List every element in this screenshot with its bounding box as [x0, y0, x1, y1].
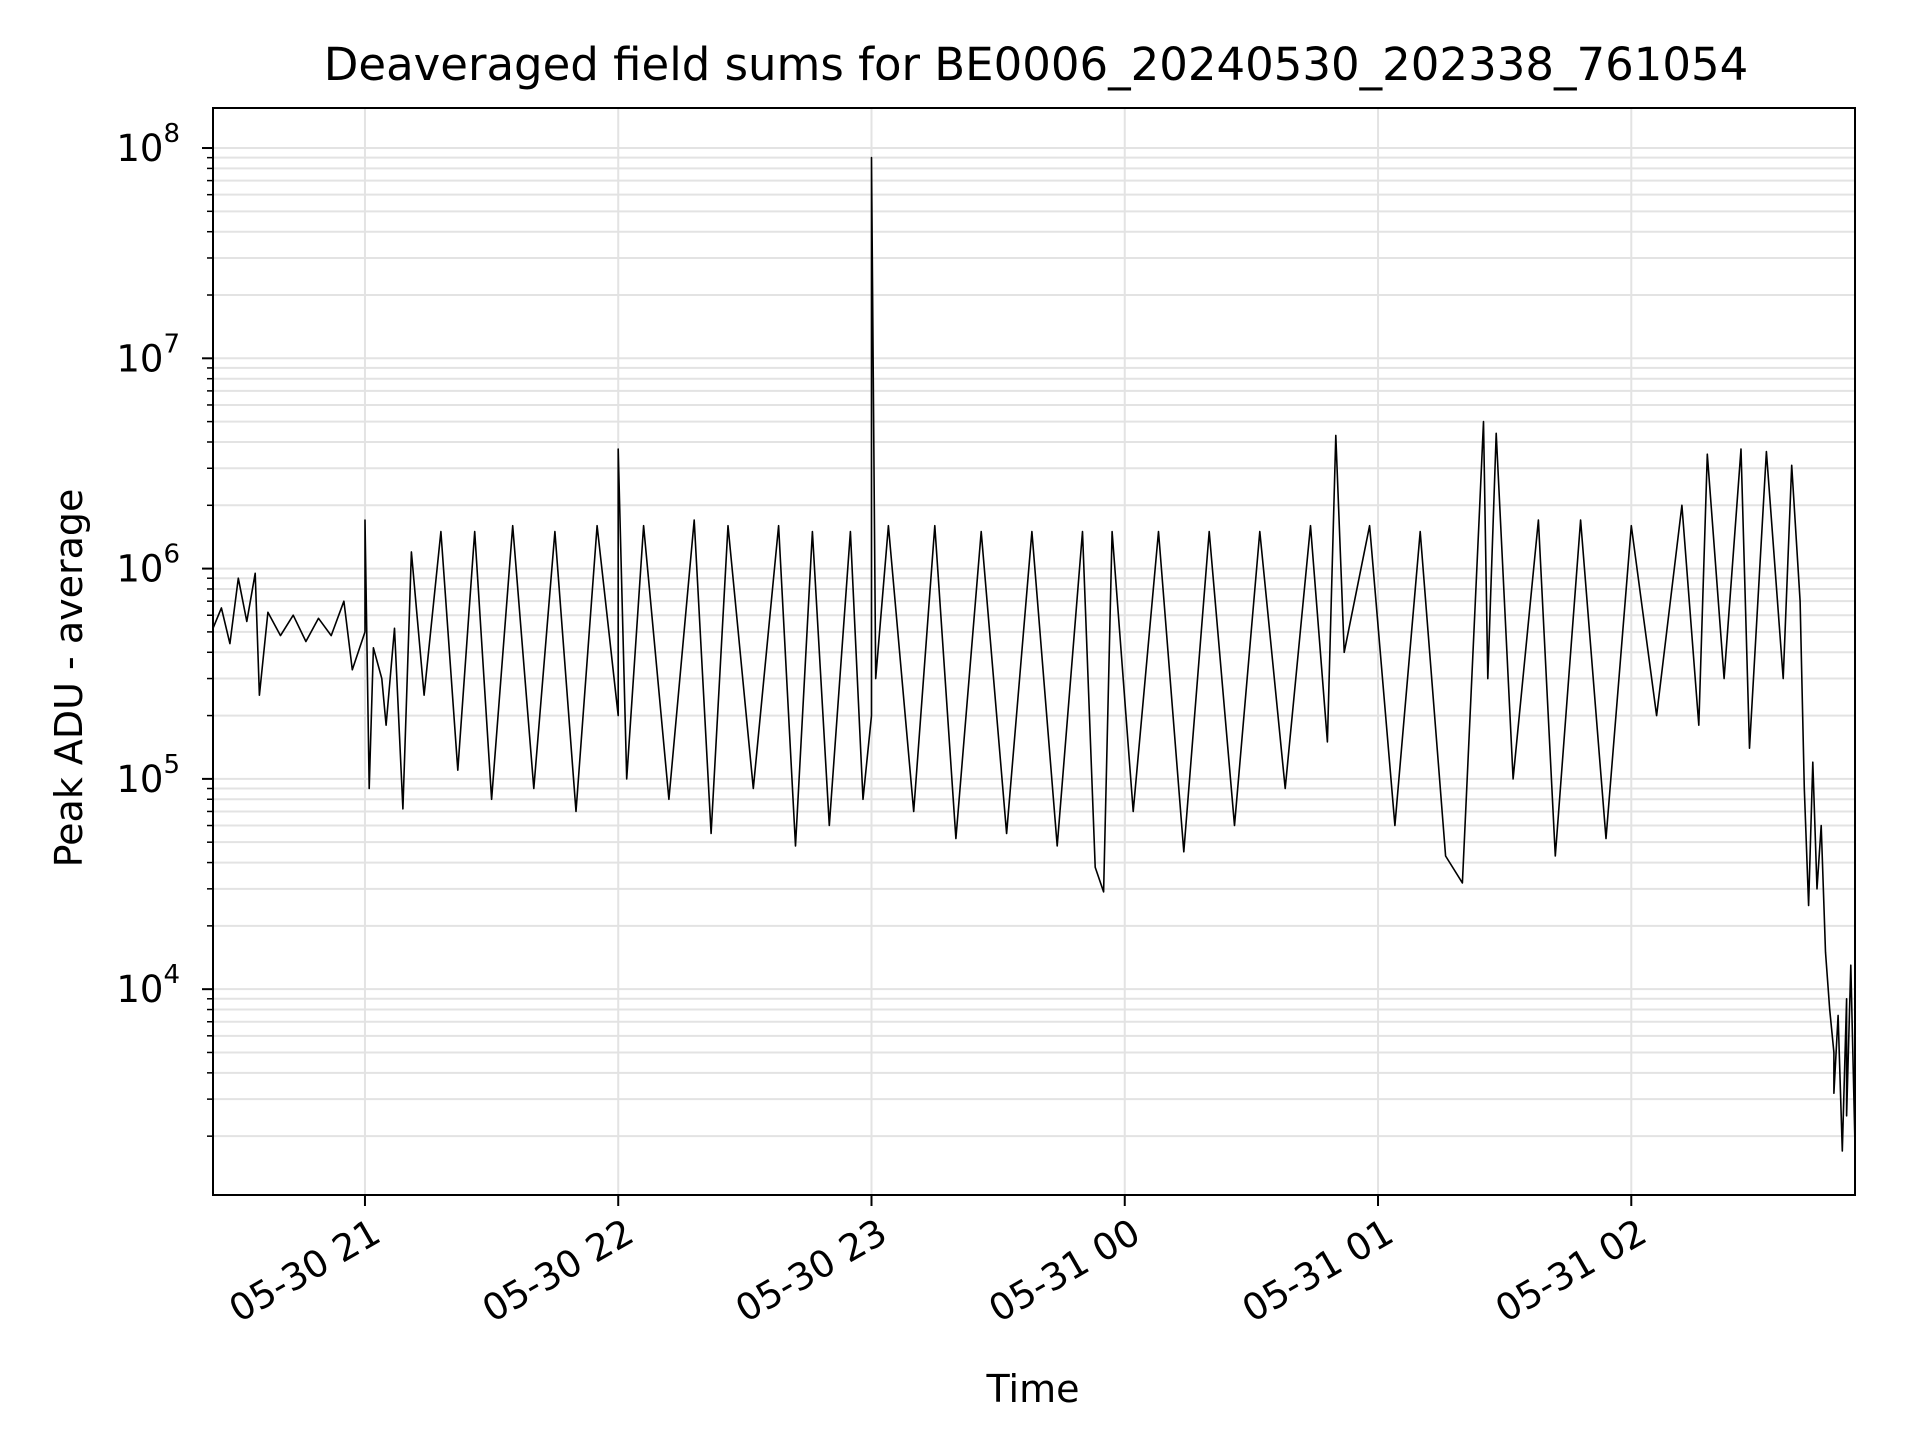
series-line — [212, 156, 1856, 1152]
y-tick-label: 105 — [116, 750, 180, 801]
series-layer — [212, 156, 1856, 1152]
y-tick-label: 107 — [116, 329, 180, 380]
x-axis-label: Time — [986, 1367, 1080, 1411]
y-tick-label: 104 — [116, 960, 180, 1011]
y-tick-label: 108 — [116, 119, 180, 170]
chart-title: Deaveraged field sums for BE0006_2024053… — [324, 38, 1749, 91]
plot-frame — [212, 107, 1856, 1196]
grid — [213, 108, 1855, 1195]
y-axis-label: Peak ADU - average — [47, 489, 91, 868]
y-tick-label: 106 — [116, 540, 180, 591]
